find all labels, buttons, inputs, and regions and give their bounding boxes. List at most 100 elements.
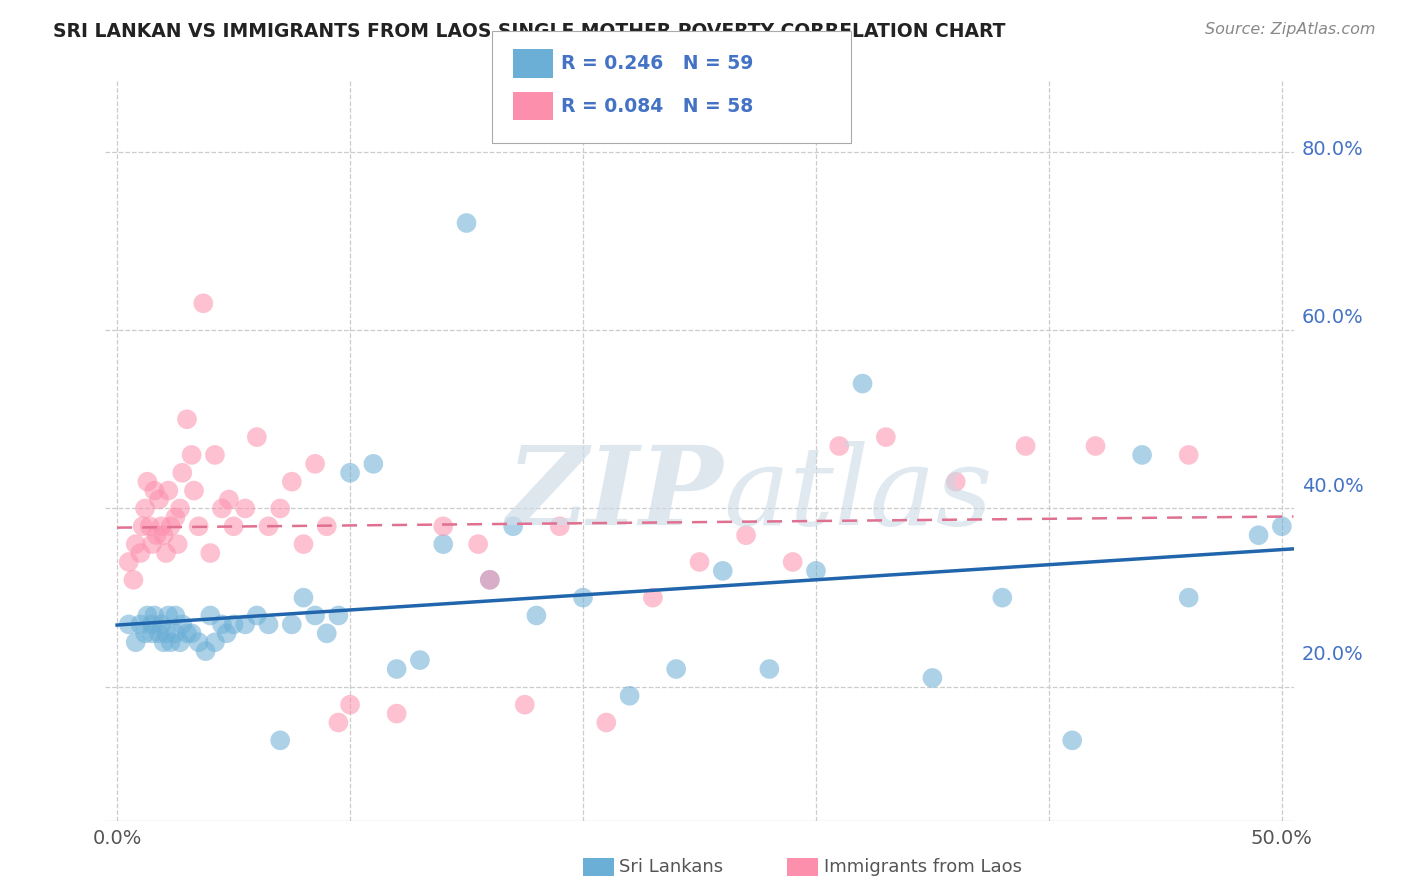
Point <box>125 635 148 649</box>
Point <box>194 644 217 658</box>
Point <box>851 376 873 391</box>
Point <box>165 608 187 623</box>
Point <box>246 430 269 444</box>
Point <box>735 528 758 542</box>
Point <box>513 698 536 712</box>
Point <box>169 501 191 516</box>
Point <box>432 537 454 551</box>
Point <box>595 715 617 730</box>
Point <box>169 635 191 649</box>
Point <box>292 537 315 551</box>
Point <box>200 608 222 623</box>
Point <box>187 635 209 649</box>
Point <box>134 501 156 516</box>
Text: R = 0.246   N = 59: R = 0.246 N = 59 <box>561 54 754 73</box>
Point <box>193 296 215 310</box>
Point <box>782 555 804 569</box>
Point <box>122 573 145 587</box>
Point <box>269 733 291 747</box>
Point <box>141 617 163 632</box>
Text: R = 0.084   N = 58: R = 0.084 N = 58 <box>561 96 754 116</box>
Point <box>233 617 256 632</box>
Point <box>1084 439 1107 453</box>
Point <box>155 626 177 640</box>
Point <box>711 564 734 578</box>
Point <box>281 617 304 632</box>
Point <box>183 483 205 498</box>
Point <box>132 519 155 533</box>
Point <box>641 591 664 605</box>
Point <box>157 608 180 623</box>
Point <box>145 528 167 542</box>
Text: Immigrants from Laos: Immigrants from Laos <box>824 858 1022 876</box>
Point <box>304 457 326 471</box>
Point <box>148 492 170 507</box>
Text: Sri Lankans: Sri Lankans <box>619 858 723 876</box>
Point <box>689 555 711 569</box>
Point <box>138 519 160 533</box>
Point <box>328 608 350 623</box>
Point <box>991 591 1014 605</box>
Point <box>136 608 159 623</box>
Point <box>180 448 202 462</box>
Point <box>1247 528 1270 542</box>
Point <box>166 537 188 551</box>
Point <box>222 617 245 632</box>
Point <box>328 715 350 730</box>
Point <box>246 608 269 623</box>
Point <box>172 617 194 632</box>
Point <box>211 617 233 632</box>
Point <box>292 591 315 605</box>
Point <box>143 483 166 498</box>
Point <box>1177 591 1199 605</box>
Point <box>409 653 432 667</box>
Point <box>875 430 897 444</box>
Point <box>619 689 641 703</box>
Point <box>204 635 226 649</box>
Point <box>176 412 198 426</box>
Point <box>176 626 198 640</box>
Point <box>143 608 166 623</box>
Point <box>315 626 337 640</box>
Point <box>159 519 181 533</box>
Point <box>141 537 163 551</box>
Point <box>257 519 280 533</box>
Point <box>148 626 170 640</box>
Point <box>129 617 152 632</box>
Point <box>385 662 408 676</box>
Point <box>548 519 571 533</box>
Point <box>828 439 851 453</box>
Point <box>125 537 148 551</box>
Point <box>215 626 238 640</box>
Point <box>572 591 595 605</box>
Text: ZIP: ZIP <box>506 442 723 549</box>
Point <box>945 475 967 489</box>
Point <box>134 626 156 640</box>
Point <box>257 617 280 632</box>
Point <box>159 635 181 649</box>
Point <box>1271 519 1294 533</box>
Point <box>129 546 152 560</box>
Point <box>804 564 827 578</box>
Point <box>363 457 385 471</box>
Point <box>339 466 361 480</box>
Point <box>281 475 304 489</box>
Point <box>157 483 180 498</box>
Point <box>304 608 326 623</box>
Point <box>150 617 173 632</box>
Point <box>269 501 291 516</box>
Point <box>385 706 408 721</box>
Point <box>211 501 233 516</box>
Point <box>141 626 163 640</box>
Point <box>1062 733 1084 747</box>
Point <box>233 501 256 516</box>
Point <box>315 519 337 533</box>
Point <box>467 537 489 551</box>
Point <box>478 573 501 587</box>
Point <box>758 662 780 676</box>
Point <box>150 519 173 533</box>
Point <box>165 626 187 640</box>
Text: Source: ZipAtlas.com: Source: ZipAtlas.com <box>1205 22 1375 37</box>
Point <box>118 555 141 569</box>
Text: SRI LANKAN VS IMMIGRANTS FROM LAOS SINGLE MOTHER POVERTY CORRELATION CHART: SRI LANKAN VS IMMIGRANTS FROM LAOS SINGL… <box>53 22 1005 41</box>
